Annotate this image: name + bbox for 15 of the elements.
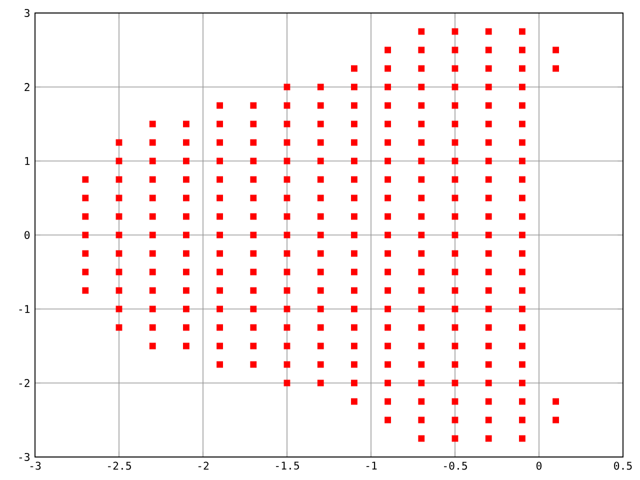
y-tick-label: -3 [19, 452, 30, 462]
x-tick-label: -2 [198, 462, 209, 470]
x-tick-label: -3 [30, 462, 41, 470]
x-tick-label: -1 [366, 462, 377, 470]
x-tick-label: -1.5 [276, 462, 299, 470]
x-tick-label: 0 [536, 462, 542, 470]
y-tick-label: 2 [24, 83, 30, 91]
y-tick-label: -2 [19, 379, 30, 387]
y-tick-label: 1 [25, 157, 30, 165]
y-tick-label: 3 [24, 8, 30, 18]
x-tick-label: -0.5 [444, 462, 467, 470]
x-tick-label: -2.5 [108, 462, 131, 470]
x-tick-label: 0.5 [614, 462, 632, 470]
y-tick-label: -1 [19, 305, 30, 313]
y-tick-label: 0 [24, 230, 30, 240]
